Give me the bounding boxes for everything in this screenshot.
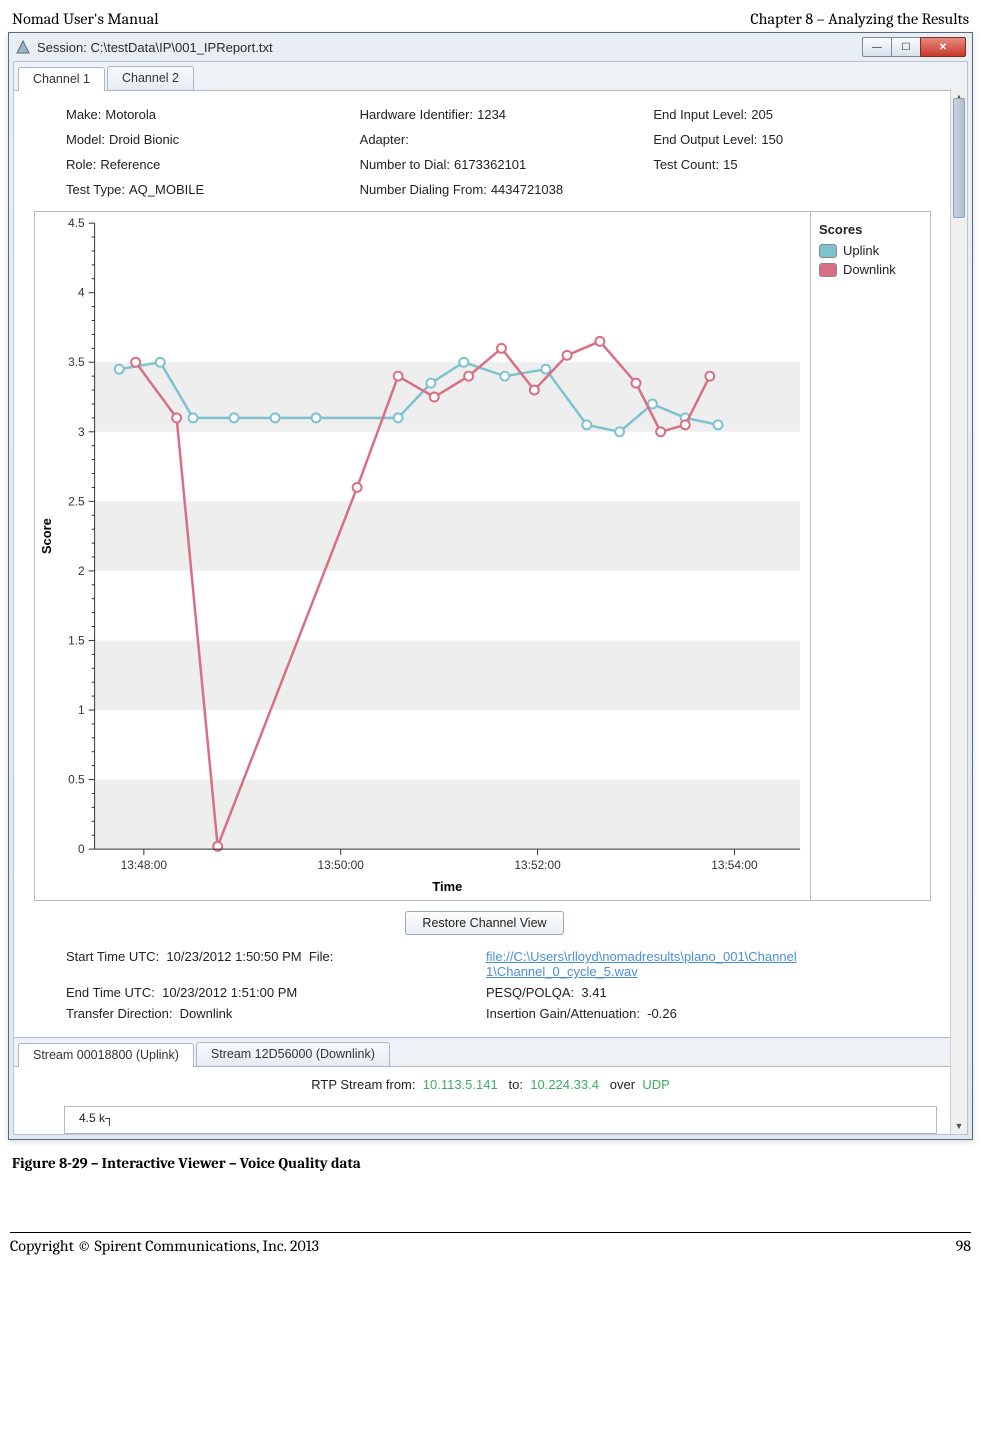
svg-text:Score: Score	[39, 518, 54, 554]
info-c2-3: Number Dialing From:4434721038	[360, 182, 634, 197]
svg-text:4: 4	[78, 286, 85, 300]
info-c2-1: Adapter:	[360, 132, 634, 147]
legend-label-downlink: Downlink	[843, 262, 896, 277]
svg-text:2: 2	[78, 564, 85, 578]
detail-block: Start Time UTC: 10/23/2012 1:50:50 PM Fi…	[32, 949, 937, 1033]
file-link[interactable]: file://C:\Users\rlloyd\nomadresults\plan…	[486, 949, 797, 979]
svg-text:0.5: 0.5	[68, 773, 85, 787]
legend-item-downlink: Downlink	[819, 262, 922, 277]
downlink-swatch	[819, 263, 837, 277]
rtp-stream-line: RTP Stream from: 10.113.5.141 to: 10.224…	[14, 1067, 967, 1102]
info-c3-1: End Output Level:150	[653, 132, 927, 147]
direction-label: Transfer Direction:	[66, 1006, 172, 1021]
svg-text:3.5: 3.5	[68, 355, 85, 369]
start-time-label: Start Time UTC:	[66, 949, 159, 964]
doc-header-right: Chapter 8 – Analyzing the Results	[750, 10, 969, 28]
info-c1-0: Make:Motorola	[66, 107, 340, 122]
end-time-label: End Time UTC:	[66, 985, 155, 1000]
info-c1-3: Test Type:AQ_MOBILE	[66, 182, 340, 197]
restore-channel-view-button[interactable]: Restore Channel View	[405, 911, 563, 935]
info-c1-2: Role:Reference	[66, 157, 340, 172]
info-c3-2: Test Count:15	[653, 157, 927, 172]
rtp-from-ip: 10.113.5.141	[423, 1077, 498, 1092]
rtp-to-label: to:	[509, 1077, 523, 1092]
vertical-scrollbar[interactable]: ▲ ▼	[950, 88, 967, 1134]
svg-text:4.5: 4.5	[68, 216, 85, 230]
info-c2-0: Hardware Identifier:1234	[360, 107, 634, 122]
rtp-prefix: RTP Stream from:	[311, 1077, 415, 1092]
tab-channel-0[interactable]: Channel 1	[18, 67, 105, 91]
svg-text:2.5: 2.5	[68, 494, 85, 508]
info-c3-0: End Input Level:205	[653, 107, 927, 122]
titlebar[interactable]: Session: C:\testData\IP\001_IPReport.txt…	[9, 33, 972, 61]
scroll-thumb[interactable]	[953, 98, 965, 218]
svg-text:13:54:00: 13:54:00	[711, 858, 758, 872]
app-icon	[15, 39, 31, 55]
svg-text:13:48:00: 13:48:00	[121, 858, 168, 872]
tab-stream-0[interactable]: Stream 00018800 (Uplink)	[18, 1043, 194, 1067]
footer-page-number: 98	[956, 1237, 971, 1255]
tab-channel-1[interactable]: Channel 2	[107, 66, 194, 90]
info-c3-3	[653, 182, 927, 197]
info-c2-2: Number to Dial:6173362101	[360, 157, 634, 172]
svg-text:1.5: 1.5	[68, 633, 85, 647]
legend-label-uplink: Uplink	[843, 243, 879, 258]
stream-tabs: Stream 00018800 (Uplink)Stream 12D56000 …	[14, 1037, 967, 1067]
info-grid: Make:Motorola Hardware Identifier:1234 End…	[32, 101, 937, 211]
rtp-to-ip: 10.224.33.4	[530, 1077, 599, 1092]
doc-header-left: Nomad User's Manual	[12, 10, 159, 28]
minimize-button[interactable]: —	[862, 37, 892, 57]
chart-legend: Scores Uplink Downlink	[811, 211, 931, 901]
svg-text:0: 0	[78, 842, 85, 856]
tab-stream-1[interactable]: Stream 12D56000 (Downlink)	[196, 1042, 390, 1066]
direction-value: Downlink	[180, 1006, 233, 1021]
session-window: Session: C:\testData\IP\001_IPReport.txt…	[8, 32, 973, 1140]
clipped-chart: 4.5 k┐	[64, 1106, 937, 1134]
gain-value: -0.26	[647, 1006, 677, 1021]
svg-text:13:52:00: 13:52:00	[514, 858, 561, 872]
window-title: Session: C:\testData\IP\001_IPReport.txt	[37, 40, 273, 55]
svg-text:3: 3	[78, 425, 85, 439]
info-c1-1: Model:Droid Bionic	[66, 132, 340, 147]
figure-caption: Figure 8-29 – Interactive Viewer – Voice…	[0, 1140, 981, 1232]
svg-text:Time: Time	[432, 879, 462, 894]
footer-copyright: Copyright © Spirent Communications, Inc.…	[10, 1237, 319, 1255]
legend-item-uplink: Uplink	[819, 243, 922, 258]
legend-title: Scores	[819, 222, 922, 237]
maximize-button[interactable]: ☐	[891, 37, 921, 57]
rtp-over-label: over	[610, 1077, 635, 1092]
score-chart[interactable]: 0 0.5 1 1.5 2 2.5 3 3.5 4 4.5 13:48:00 13:50:00 13:5…	[34, 211, 811, 901]
pesq-label: PESQ/POLQA:	[486, 985, 574, 1000]
start-time-value: 10/23/2012 1:50:50 PM	[166, 949, 301, 964]
gain-label: Insertion Gain/Attenuation:	[486, 1006, 640, 1021]
file-label: File:	[309, 949, 334, 964]
uplink-swatch	[819, 244, 837, 258]
svg-text:1: 1	[78, 703, 85, 717]
channel-tabs: Channel 1Channel 2	[14, 62, 967, 91]
end-time-value: 10/23/2012 1:51:00 PM	[162, 985, 297, 1000]
pesq-value: 3.41	[581, 985, 606, 1000]
clipped-chart-text: 4.5 k┐	[79, 1111, 114, 1125]
scroll-down-arrow[interactable]: ▼	[951, 1117, 967, 1134]
svg-text:13:50:00: 13:50:00	[318, 858, 365, 872]
close-button[interactable]: ✕	[920, 37, 966, 57]
rtp-proto: UDP	[642, 1077, 669, 1092]
